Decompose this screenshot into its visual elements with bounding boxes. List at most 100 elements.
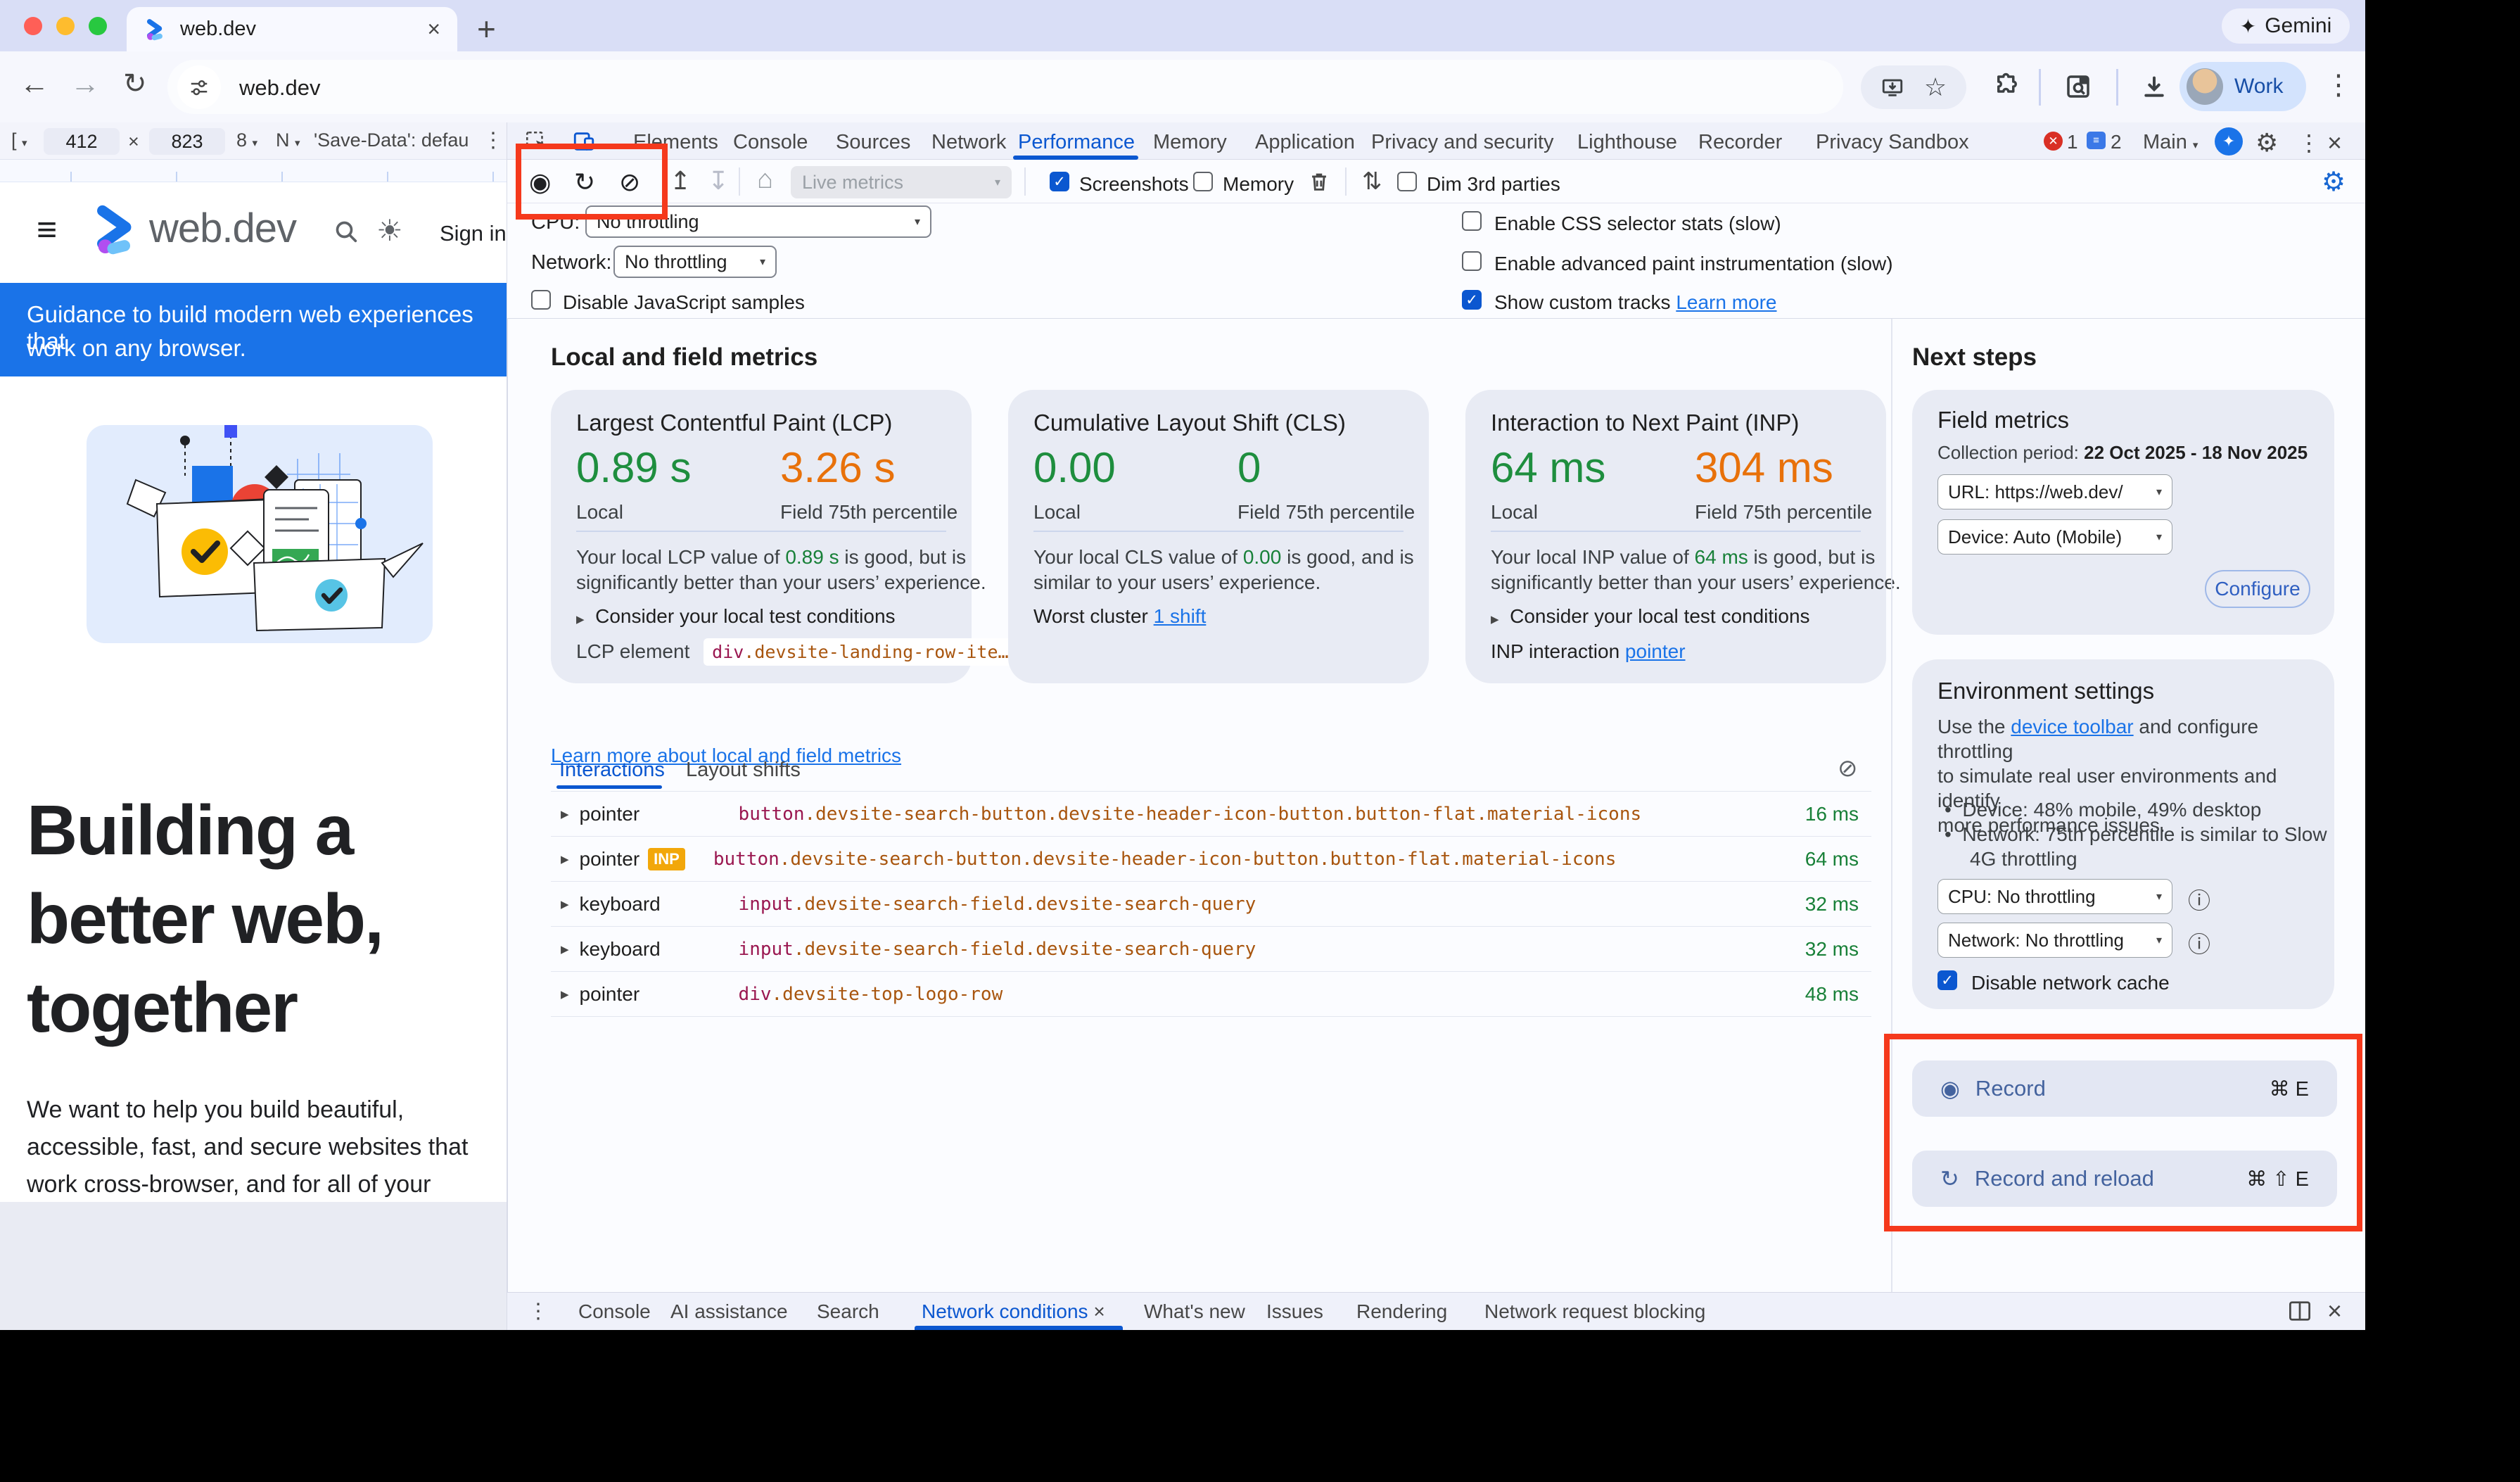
tab-sources[interactable]: Sources xyxy=(836,131,911,153)
tab-privacy-sandbox[interactable]: Privacy Sandbox xyxy=(1816,131,1969,153)
interaction-row[interactable]: ▶ keyboard input.devsite-search-field.de… xyxy=(551,882,1871,926)
cpu-select[interactable]: No throttling ▾ xyxy=(585,205,931,238)
tab-network[interactable]: Network xyxy=(931,131,1007,153)
css-stats-checkbox[interactable] xyxy=(1462,211,1482,231)
device-type-select[interactable]: [ ▾ xyxy=(11,129,27,151)
traffic-zoom-button[interactable] xyxy=(89,17,107,35)
drawer-tab-console[interactable]: Console xyxy=(578,1300,651,1322)
drawer-tab-network-conditions[interactable]: Network conditions × xyxy=(922,1300,1105,1322)
row-expand-icon[interactable]: ▶ xyxy=(561,808,569,821)
layout-shifts-tab[interactable]: Layout shifts xyxy=(686,759,801,781)
drawer-tab-search[interactable]: Search xyxy=(817,1300,879,1322)
theme-toggle-icon[interactable]: ☀ xyxy=(376,214,403,247)
perf-settings-icon[interactable]: ⚙ xyxy=(2322,167,2346,197)
row-expand-icon[interactable]: ▶ xyxy=(561,898,569,911)
custom-tracks-checkbox[interactable]: ✓ xyxy=(1462,290,1482,310)
tab-performance[interactable]: Performance xyxy=(1018,131,1135,153)
lcp-element-chip[interactable]: div.devsite-landing-row-ite… xyxy=(704,638,1017,666)
back-button[interactable]: ← xyxy=(20,67,49,100)
cls-shift-link[interactable]: 1 shift xyxy=(1153,605,1207,627)
drawer-tab-issues[interactable]: Issues xyxy=(1266,1300,1323,1322)
device-toolbar-toggle-icon[interactable] xyxy=(571,129,597,153)
dim-label[interactable]: Dim 3rd parties xyxy=(1427,173,1560,195)
site-settings-button[interactable] xyxy=(177,65,221,109)
device-toolbar-link[interactable]: device toolbar xyxy=(2011,716,2134,737)
devtools-close-icon[interactable]: × xyxy=(2327,128,2343,157)
field-url-select[interactable]: URL: https://web.dev/▾ xyxy=(1937,474,2172,509)
drawer-tab-whats-new[interactable]: What's new xyxy=(1144,1300,1245,1322)
site-brand[interactable]: web.dev xyxy=(149,205,297,251)
extensions-icon[interactable] xyxy=(1992,72,2022,101)
interaction-row[interactable]: ▶ pointer INP button.devsite-search-butt… xyxy=(551,837,1871,881)
gemini-button[interactable]: ✦ Gemini xyxy=(2222,8,2350,44)
screenshots-label[interactable]: Screenshots xyxy=(1079,173,1189,195)
ai-assistance-icon[interactable]: ✦ xyxy=(2215,127,2243,156)
bookmark-star-icon[interactable]: ☆ xyxy=(1923,72,1947,101)
disable-js-checkbox[interactable] xyxy=(531,290,551,310)
record-reload-icon[interactable]: ↻ xyxy=(574,167,596,196)
webdev-logo-icon[interactable] xyxy=(93,205,139,255)
paint-instrumentation-label[interactable]: Enable advanced paint instrumentation (s… xyxy=(1494,253,1893,274)
tab-privacy-security[interactable]: Privacy and security xyxy=(1371,131,1554,153)
home-icon[interactable]: ⌂ xyxy=(757,165,773,194)
zoom-select[interactable]: 8 ▾ xyxy=(236,129,258,151)
sign-in-link[interactable]: Sign in xyxy=(440,221,507,246)
devtools-settings-icon[interactable]: ⚙ xyxy=(2255,128,2279,157)
clear-icon[interactable]: ⊘ xyxy=(619,167,641,196)
interaction-row[interactable]: ▶ pointer button.devsite-search-button.d… xyxy=(551,792,1871,836)
device-toolbar-menu-icon[interactable]: ⋮ xyxy=(483,129,504,152)
reading-mode-icon[interactable] xyxy=(2063,72,2094,101)
reload-button[interactable]: ↻ xyxy=(123,68,147,99)
url-text[interactable]: web.dev xyxy=(239,75,321,100)
save-data-label[interactable]: 'Save-Data': defau xyxy=(314,129,469,151)
record-icon[interactable]: ◉ xyxy=(529,167,552,196)
row-expand-icon[interactable]: ▶ xyxy=(561,943,569,956)
interaction-row[interactable]: ▶ pointer div.devsite-top-logo-row 48 ms xyxy=(551,972,1871,1016)
network-info-icon[interactable]: ⓘ xyxy=(2188,932,2211,957)
drawer-tab-close-icon[interactable]: × xyxy=(1093,1300,1105,1322)
drawer-split-panel-icon[interactable] xyxy=(2288,1300,2312,1322)
env-cpu-select[interactable]: CPU: No throttling ▾ xyxy=(1937,879,2172,914)
row-expand-icon[interactable]: ▶ xyxy=(561,988,569,1001)
inp-pointer-link[interactable]: pointer xyxy=(1624,640,1686,662)
drawer-menu-icon[interactable]: ⋮ xyxy=(528,1300,549,1323)
traffic-minimize-button[interactable] xyxy=(56,17,75,35)
drawer-tab-rendering[interactable]: Rendering xyxy=(1356,1300,1448,1322)
download-profile-icon[interactable]: ↧ xyxy=(708,166,730,195)
context-select[interactable]: Main ▾ xyxy=(2143,131,2198,153)
row-expand-icon[interactable]: ▶ xyxy=(561,853,569,866)
device-height-input[interactable]: 823 xyxy=(149,128,225,155)
sidebar-divider[interactable] xyxy=(1891,319,1892,1292)
css-stats-label[interactable]: Enable CSS selector stats (slow) xyxy=(1494,213,1781,234)
browser-tab[interactable]: web.dev × xyxy=(127,7,457,51)
clear-log-icon[interactable]: ⊘ xyxy=(1838,755,1858,782)
new-tab-button[interactable]: + xyxy=(477,11,496,47)
device-width-input[interactable]: 412 xyxy=(44,128,120,155)
traffic-close-button[interactable] xyxy=(24,17,42,35)
tab-elements[interactable]: Elements xyxy=(633,131,718,153)
devtools-menu-icon[interactable]: ⋮ xyxy=(2298,130,2320,156)
configure-button[interactable]: Configure xyxy=(2205,570,2310,608)
record-button[interactable]: ◉ Record ⌘ E xyxy=(1912,1060,2337,1117)
disable-cache-label[interactable]: Disable network cache xyxy=(1971,972,2170,994)
disable-cache-checkbox[interactable]: ✓ xyxy=(1937,970,1957,990)
disable-js-label[interactable]: Disable JavaScript samples xyxy=(563,291,805,313)
interaction-row[interactable]: ▶ keyboard input.devsite-search-field.de… xyxy=(551,927,1871,971)
profile-button[interactable]: Work xyxy=(2179,62,2306,111)
devtools-divider[interactable] xyxy=(507,122,508,1330)
tab-lighthouse[interactable]: Lighthouse xyxy=(1577,131,1677,153)
throttle-select[interactable]: N ▾ xyxy=(276,129,300,151)
drawer-close-icon[interactable]: × xyxy=(2327,1296,2343,1325)
drawer-tab-ai-assistance[interactable]: AI assistance xyxy=(670,1300,788,1322)
site-search-icon[interactable] xyxy=(332,217,360,246)
drawer-tab-network-request-blocking[interactable]: Network request blocking xyxy=(1484,1300,1706,1322)
tab-application[interactable]: Application xyxy=(1255,131,1355,153)
inp-expander[interactable]: ▶ Consider your local test conditions xyxy=(1491,605,1810,627)
lcp-expander[interactable]: ▶ Consider your local test conditions xyxy=(576,605,896,627)
browser-menu-icon[interactable]: ⋮ xyxy=(2324,70,2353,101)
paint-instrumentation-checkbox[interactable] xyxy=(1462,251,1482,271)
interactions-tab[interactable]: Interactions xyxy=(559,759,665,781)
message-badge-icon[interactable]: ≡ xyxy=(2087,132,2106,149)
omnibox[interactable] xyxy=(167,60,1843,114)
dim-checkbox[interactable] xyxy=(1397,172,1417,191)
